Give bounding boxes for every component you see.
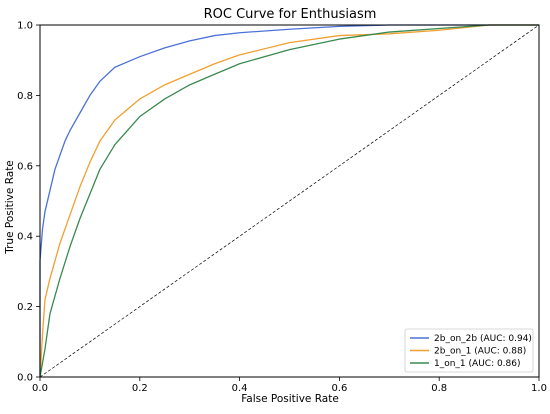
x-tick-label: 0.2 — [132, 383, 148, 394]
x-tick-label: 1.0 — [531, 383, 547, 394]
y-tick-label: 1.0 — [17, 21, 33, 32]
x-axis-label: False Positive Rate — [241, 393, 339, 405]
legend-box — [404, 328, 534, 373]
y-tick-label: 0.4 — [17, 232, 33, 243]
y-tick-label: 0.6 — [17, 161, 33, 172]
plot-frame — [39, 24, 540, 378]
x-tick-label: 0.0 — [32, 383, 48, 394]
legend-label-1: 2b_on_1 (AUC: 0.88) — [434, 347, 526, 357]
y-tick-label: 0.0 — [17, 373, 33, 384]
reference-diagonal-line — [39, 24, 540, 378]
chart-title: ROC Curve for Enthusiasm — [204, 7, 377, 22]
y-tick-label: 0.8 — [17, 91, 33, 102]
series-line-0 — [39, 24, 539, 377]
x-tick-label: 0.6 — [331, 383, 347, 394]
x-tick-label: 0.8 — [431, 383, 447, 394]
plot-area: 0.0 0.2 0.4 0.6 0.8 1.0 0.0 0.2 0.4 0.6 0.8 1.0 — [17, 21, 547, 395]
legend-label-2: 1_on_1 (AUC: 0.86) — [434, 359, 521, 369]
legend-label-0: 2b_on_2b (AUC: 0.94) — [434, 334, 532, 344]
series-line-2 — [39, 24, 539, 378]
y-axis-label: True Positive Rate — [4, 160, 16, 255]
legend: 2b_on_2b (AUC: 0.94) 2b_on_1 (AUC: 0.88) 1… — [404, 328, 534, 373]
y-tick-label: 0.2 — [17, 302, 33, 313]
x-tick-label: 0.4 — [232, 383, 248, 394]
